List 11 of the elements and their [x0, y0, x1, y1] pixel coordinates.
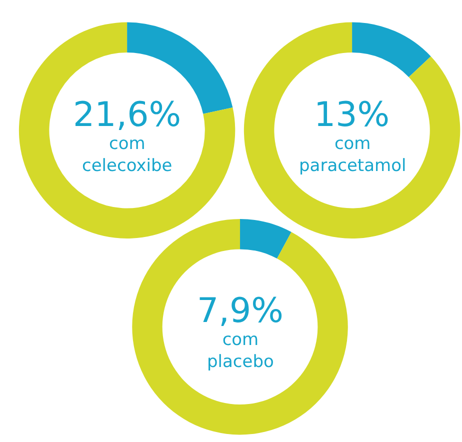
- text: com placebo: [207, 330, 274, 372]
- donut-slice: [352, 22, 431, 78]
- text: com paracetamol: [299, 134, 406, 176]
- donut-slice: [132, 218, 348, 435]
- text: 13%: [314, 95, 390, 135]
- text: 7,9%: [197, 291, 284, 331]
- donut-slice: [244, 22, 460, 238]
- text: 21,6%: [73, 95, 182, 135]
- donut-slice: [18, 22, 236, 238]
- text: com celecoxibe: [82, 134, 172, 176]
- donut-slice: [240, 218, 292, 259]
